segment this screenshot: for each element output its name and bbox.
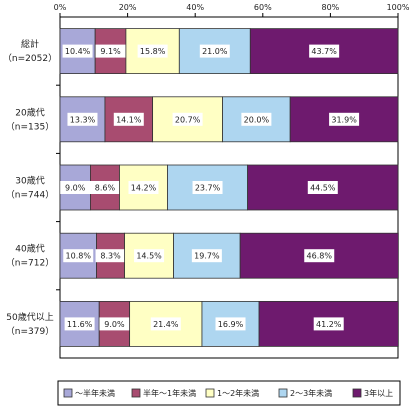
legend: ～半年未満 半年～1年未満 1～2年未満 2～3年未満 3年以上 (57, 380, 401, 406)
x-tick-label: 0% (54, 3, 67, 12)
data-label: 13.3% (70, 115, 96, 124)
data-label: 44.5% (310, 184, 336, 193)
category-n-label: （n=379） (6, 326, 54, 337)
data-label-bg (64, 317, 95, 331)
legend-label: 半年～1年未満 (143, 388, 196, 398)
data-label: 31.9% (331, 115, 357, 124)
data-label-bg (199, 44, 230, 58)
data-label-bg (95, 44, 126, 58)
data-label: 11.6% (67, 320, 93, 329)
category-n-label: （n=135） (6, 121, 54, 132)
data-label-bg (99, 317, 130, 331)
data-label: 20.7% (175, 115, 201, 124)
data-label-bg (172, 112, 203, 126)
x-tick-label: 80% (322, 3, 340, 12)
data-label-bg (309, 44, 340, 58)
data-label: 9.1% (100, 47, 121, 56)
data-label-bg (215, 317, 246, 331)
data-label-bg (128, 181, 159, 194)
data-label-bg (89, 181, 120, 194)
data-label: 9.0% (65, 184, 86, 193)
data-label: 14.2% (131, 184, 157, 193)
data-label: 23.7% (195, 184, 221, 193)
legend-swatch (131, 388, 141, 398)
data-label-bg (60, 181, 91, 194)
data-label: 43.7% (311, 47, 337, 56)
data-label-bg (62, 44, 93, 58)
data-label-bg (95, 249, 126, 263)
legend-swatch (278, 388, 288, 398)
x-tick-label: 20% (119, 3, 137, 12)
data-label: 41.2% (316, 320, 342, 329)
legend-label: 3年以上 (364, 388, 393, 398)
category-n-label: （n=2052） (3, 53, 57, 64)
data-label: 10.8% (66, 252, 92, 261)
data-label-bg (313, 317, 344, 331)
x-tick-label: 60% (254, 3, 272, 12)
legend-label: ～半年未満 (75, 388, 115, 398)
data-label: 9.0% (104, 320, 125, 329)
data-label: 46.8% (307, 252, 333, 261)
bars-layer: 10.4% 9.1% 15.8% 21.0% 43.7% 13.3% 14.1% 20.7% 2… (59, 28, 399, 347)
legend-label: 1～2年未満 (217, 388, 259, 398)
data-label: 21.0% (202, 47, 228, 56)
data-label: 15.8% (140, 47, 166, 56)
category-n-label: （n=712） (6, 258, 54, 269)
bar-segment (249, 28, 399, 75)
data-label-bg (113, 112, 144, 126)
data-label-bg (191, 249, 222, 263)
legend-swatch (63, 388, 73, 398)
legend-swatch (205, 388, 215, 398)
data-label-bg (150, 317, 181, 331)
data-label: 19.7% (194, 252, 220, 261)
x-tick-label: 40% (186, 3, 204, 12)
data-label-bg (192, 181, 223, 194)
data-label-bg (137, 44, 168, 58)
category-label: 40歳代 (15, 243, 44, 255)
data-label: 20.0% (244, 115, 270, 124)
data-label-bg (134, 249, 165, 263)
legend-swatch (352, 388, 362, 398)
category-n-label: （n=744） (6, 190, 54, 201)
data-label: 10.4% (65, 47, 91, 56)
data-label-bg (329, 112, 360, 126)
legend-box (57, 380, 401, 406)
category-label: 50歳代以上 (6, 311, 53, 323)
data-label-bg (304, 249, 335, 263)
category-label: 総計 (21, 38, 39, 50)
axis-layer: 0% 20% 40% 60% 80% 100% 総計 （n=2052） 20歳代 （n=135） 3… (3, 3, 410, 359)
data-label: 14.1% (116, 115, 142, 124)
data-label: 8.6% (95, 184, 116, 193)
data-label-bg (67, 112, 98, 126)
category-label: 20歳代 (15, 106, 44, 118)
data-label-bg (63, 249, 94, 263)
data-label: 8.3% (100, 252, 121, 261)
data-label: 16.9% (218, 320, 244, 329)
data-label-bg (307, 181, 338, 194)
legend-label: 2～3年未満 (290, 388, 332, 398)
data-label: 21.4% (153, 320, 179, 329)
x-tick-label: 100% (387, 3, 410, 12)
data-label-bg (241, 112, 272, 126)
category-label: 30歳代 (15, 175, 44, 187)
data-label: 14.5% (136, 252, 162, 261)
